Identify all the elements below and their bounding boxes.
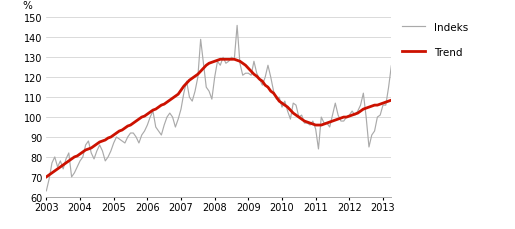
Trend	[102, 139, 108, 142]
Trend	[167, 99, 173, 102]
Trend	[369, 105, 375, 108]
Indeks	[167, 112, 173, 115]
Trend	[374, 104, 381, 107]
Trend	[43, 176, 49, 178]
Line: Trend: Trend	[46, 60, 448, 177]
Indeks	[444, 100, 451, 103]
Indeks	[369, 134, 375, 137]
Indeks	[102, 160, 108, 163]
Indeks	[234, 25, 240, 28]
Trend	[332, 119, 338, 122]
Line: Indeks: Indeks	[46, 26, 448, 191]
Indeks	[374, 116, 381, 119]
Trend	[444, 86, 451, 89]
Trend	[217, 59, 224, 61]
Legend: Indeks, Trend: Indeks, Trend	[398, 18, 472, 62]
Y-axis label: %: %	[23, 1, 32, 11]
Indeks	[43, 190, 49, 192]
Indeks	[71, 172, 77, 174]
Trend	[71, 156, 77, 159]
Indeks	[332, 102, 338, 105]
